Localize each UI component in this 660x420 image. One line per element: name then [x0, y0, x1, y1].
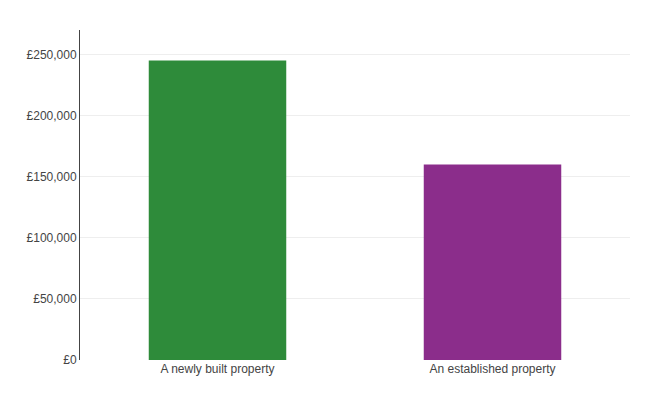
- svg-text:£150,000: £150,000: [27, 170, 77, 184]
- svg-text:£100,000: £100,000: [27, 231, 77, 245]
- svg-text:£0: £0: [63, 353, 77, 367]
- svg-text:An established property: An established property: [429, 362, 555, 376]
- svg-text:A newly built property: A newly built property: [160, 362, 274, 376]
- svg-text:£200,000: £200,000: [27, 109, 77, 123]
- svg-text:£50,000: £50,000: [33, 292, 77, 306]
- svg-text:£250,000: £250,000: [27, 48, 77, 62]
